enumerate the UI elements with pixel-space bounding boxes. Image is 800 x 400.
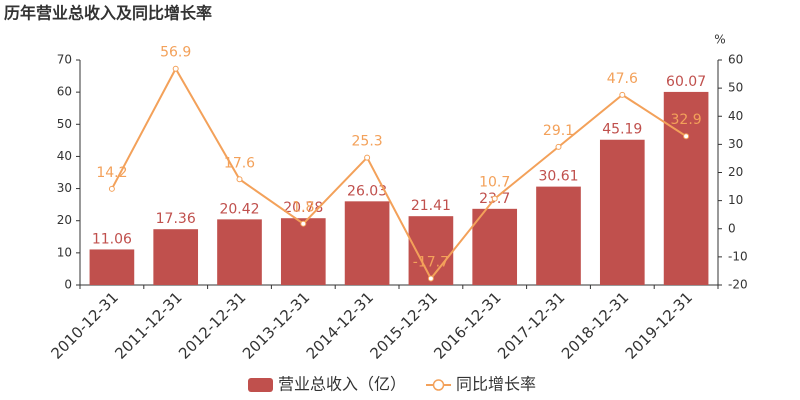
x-tick-label: 2018-12-31 xyxy=(558,288,632,362)
y-tick-label: 60 xyxy=(57,85,72,99)
y2-tick-label: 30 xyxy=(728,137,743,151)
y2-tick-label: -20 xyxy=(728,278,748,292)
line-point xyxy=(172,65,179,72)
line-point xyxy=(619,91,626,98)
line-value-label: -17.7 xyxy=(413,255,449,271)
bar-value-label: 60.07 xyxy=(666,74,706,90)
line-point xyxy=(300,220,307,227)
x-tick-label: 2016-12-31 xyxy=(430,288,504,362)
y2-tick-label: 10 xyxy=(728,193,743,207)
line-value-label: 14.2 xyxy=(96,165,127,181)
line-point xyxy=(555,143,562,150)
bar xyxy=(344,201,390,285)
legend-label: 同比增长率 xyxy=(456,375,536,394)
line-value-label: 10.7 xyxy=(479,175,510,191)
x-tick-label: 2012-12-31 xyxy=(175,288,249,362)
line-point xyxy=(683,133,690,140)
line xyxy=(111,66,687,281)
line-point xyxy=(364,154,371,161)
bar-value-label: 45.19 xyxy=(602,122,642,138)
y-tick-label: 50 xyxy=(57,117,72,131)
y2-tick-label: 20 xyxy=(728,165,743,179)
bar xyxy=(89,249,135,285)
y-tick-label: 40 xyxy=(57,149,72,163)
line-point xyxy=(491,195,498,202)
x-tick-label: 2010-12-31 xyxy=(48,288,122,362)
y-tick-label: 30 xyxy=(57,181,72,195)
x-tick-label: 2015-12-31 xyxy=(367,288,441,362)
bar xyxy=(663,91,709,286)
bar xyxy=(536,186,581,285)
line-value-label: 29.1 xyxy=(543,123,574,139)
bar-value-label: 17.36 xyxy=(156,211,196,227)
y2-tick-label: 0 xyxy=(728,221,736,235)
bar-value-label: 20.42 xyxy=(219,201,259,217)
line-point xyxy=(427,275,434,282)
legend-label: 营业总收入（亿） xyxy=(278,375,406,394)
y-tick-label: 20 xyxy=(57,213,72,227)
y2-axis-label: % xyxy=(714,33,725,47)
chart-title: 历年营业总收入及同比增长率 xyxy=(4,4,212,23)
bar-value-label: 30.61 xyxy=(538,169,578,185)
line-point xyxy=(108,185,115,192)
y2-tick-label: -10 xyxy=(728,249,748,263)
line-value-label: 56.9 xyxy=(160,45,191,61)
legend-swatch xyxy=(248,378,273,392)
bar-value-label: 11.06 xyxy=(92,231,132,247)
y2-tick-label: 40 xyxy=(728,109,743,123)
x-tick-label: 2011-12-31 xyxy=(111,288,185,362)
x-tick-label: 2014-12-31 xyxy=(303,288,377,362)
bar xyxy=(280,218,326,285)
bar-value-label: 21.41 xyxy=(411,198,451,214)
line-value-label: 25.3 xyxy=(352,134,383,150)
bar xyxy=(472,208,518,285)
legend-swatch xyxy=(432,379,445,391)
y-tick-label: 0 xyxy=(64,278,72,292)
x-tick-label: 2013-12-31 xyxy=(239,288,313,362)
bar xyxy=(217,219,262,285)
bar-value-label: 26.03 xyxy=(347,183,387,199)
y2-tick-label: 50 xyxy=(728,81,743,95)
line-value-label: 47.6 xyxy=(607,71,638,87)
bar xyxy=(599,139,645,285)
y2-tick-label: 60 xyxy=(728,53,743,67)
x-tick-label: 2019-12-31 xyxy=(622,288,696,362)
y-tick-label: 10 xyxy=(57,245,72,259)
x-tick-label: 2017-12-31 xyxy=(494,288,568,362)
bar xyxy=(153,229,199,285)
line-point xyxy=(236,176,243,183)
line-value-label: 32.9 xyxy=(671,112,702,128)
y-tick-label: 70 xyxy=(57,53,72,67)
line-value-label: 1.8 xyxy=(292,200,314,216)
line-value-label: 17.6 xyxy=(224,155,255,171)
